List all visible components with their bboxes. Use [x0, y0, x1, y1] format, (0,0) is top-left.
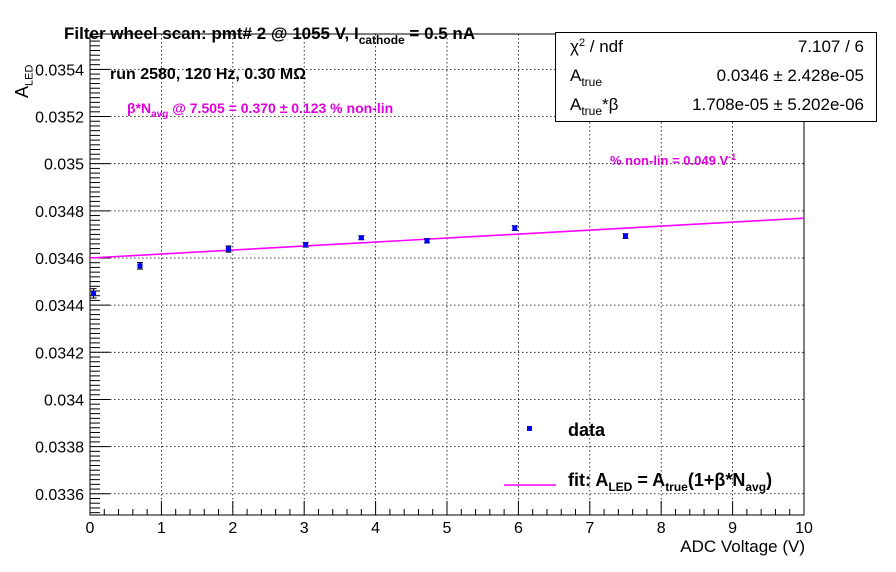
data-marker	[91, 290, 97, 296]
stats-row-atrue: Atrue 0.0346 ± 2.428e-05	[570, 64, 864, 92]
stats-label: Atrue*β	[570, 95, 619, 118]
stats-row-chi2: χ2 / ndf 7.107 / 6	[570, 35, 864, 63]
legend-fit-label: fit: ALED = Atrue(1+β*Navg)	[568, 470, 773, 494]
y-tick-label: 0.034	[44, 392, 84, 409]
data-marker	[623, 233, 628, 239]
x-tick-label: 7	[585, 520, 594, 537]
x-tick-label: 5	[443, 520, 452, 537]
x-tick-label: 3	[300, 520, 309, 537]
x-tick-label: 10	[795, 520, 813, 537]
data-marker	[137, 263, 143, 269]
legend-data-marker	[527, 426, 532, 431]
x-tick-label: 4	[371, 520, 380, 537]
y-axis-title: ALED	[12, 64, 36, 98]
y-tick-label: 0.0354	[35, 62, 84, 79]
stats-value: 0.0346 ± 2.428e-05	[716, 66, 864, 85]
y-tick-label: 0.0352	[35, 110, 84, 127]
stats-label: χ2 / ndf	[570, 37, 623, 56]
run-info-label: run 2580, 120 Hz, 0.30 MΩ	[110, 66, 307, 83]
legend-markers	[504, 426, 556, 486]
stats-row-atrue-beta: Atrue*β 1.708e-05 ± 5.202e-06	[570, 93, 864, 121]
y-tick-label: 0.035	[44, 157, 84, 174]
x-tick-label: 1	[157, 520, 166, 537]
x-tick-label: 2	[228, 520, 237, 537]
x-tick-label: 8	[657, 520, 666, 537]
x-tick-label: 9	[728, 520, 737, 537]
data-marker	[512, 225, 518, 231]
data-point	[136, 261, 143, 270]
data-point	[358, 235, 365, 241]
y-tick-label: 0.0344	[35, 298, 84, 315]
nonlinearity-at-point-label: β*Navg @ 7.505 = 0.370 ± 0.123 % non-lin	[127, 100, 394, 120]
fit-line-group	[89, 217, 805, 259]
data-point	[424, 238, 431, 244]
data-marker	[226, 246, 232, 252]
data-marker	[358, 235, 364, 241]
data-point	[511, 225, 518, 231]
x-tick-label: 0	[86, 520, 95, 537]
stats-value: 7.107 / 6	[797, 37, 864, 56]
x-axis-title: ADC Voltage (V)	[680, 537, 805, 556]
data-marker	[303, 242, 309, 248]
grid	[90, 34, 804, 515]
x-tick-label: 6	[514, 520, 523, 537]
chart-title: Filter wheel scan: pmt# 2 @ 1055 V, Icat…	[64, 24, 476, 47]
y-tick-label: 0.0338	[35, 440, 84, 457]
y-tick-label: 0.0348	[35, 204, 84, 221]
fit-line	[89, 217, 805, 259]
nonlinearity-rate-label: % non-lin = 0.049 V-1	[610, 152, 737, 168]
data-point	[225, 245, 232, 253]
data-marker	[424, 238, 430, 244]
fit-stats-box: χ2 / ndf 7.107 / 6 Atrue 0.0346 ± 2.428e…	[555, 32, 877, 122]
stats-value: 1.708e-05 ± 5.202e-06	[692, 95, 864, 114]
y-tick-label: 0.0342	[35, 345, 84, 362]
y-tick-label: 0.0336	[35, 487, 84, 504]
y-tick-label: 0.0346	[35, 251, 84, 268]
data-point	[622, 233, 629, 239]
legend-data-label: data	[568, 420, 606, 440]
stats-label: Atrue	[570, 66, 603, 89]
data-point	[90, 288, 97, 299]
data-points-group	[90, 225, 629, 299]
data-point	[302, 241, 309, 248]
